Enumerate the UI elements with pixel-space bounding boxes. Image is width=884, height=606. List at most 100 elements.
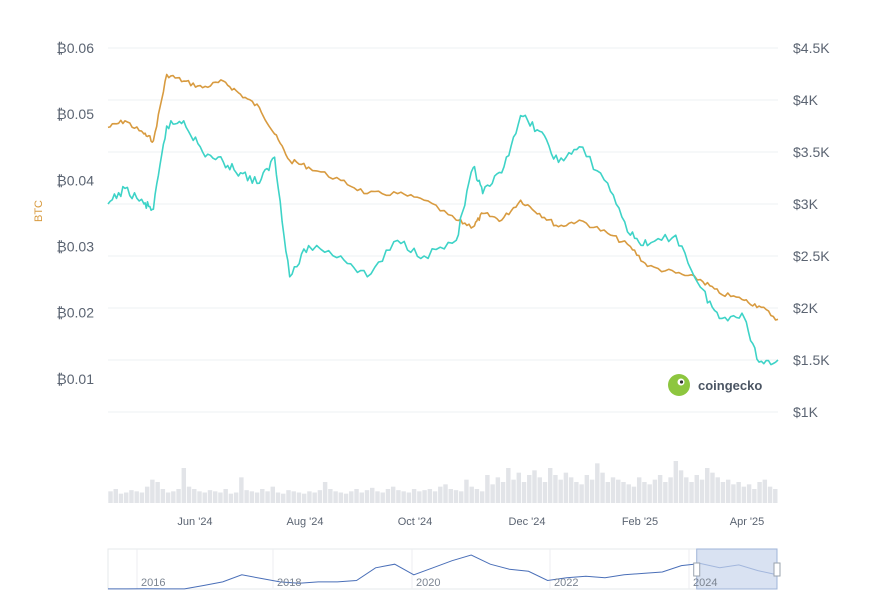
volume-bar bbox=[485, 475, 490, 503]
volume-bar bbox=[684, 477, 689, 503]
volume-bar bbox=[689, 482, 694, 503]
volume-bar bbox=[380, 492, 385, 503]
series-layer bbox=[107, 73, 779, 366]
volume-bar bbox=[762, 479, 768, 503]
brand-watermark: coingecko bbox=[668, 374, 762, 396]
right-axis-tick-label: $2.5K bbox=[793, 248, 830, 264]
volume-bar bbox=[568, 477, 574, 503]
right-axis-tick-label: $3K bbox=[793, 196, 819, 212]
volume-bar bbox=[427, 489, 433, 503]
volume-bar bbox=[736, 482, 741, 503]
navigator-year-label: 2024 bbox=[693, 577, 717, 589]
right-axis-tick-label: $2K bbox=[793, 300, 819, 316]
volume-bar bbox=[192, 489, 197, 503]
navigator[interactable]: 2016 2018 2020 2022 2024 bbox=[107, 548, 781, 590]
volume-bar bbox=[301, 493, 307, 503]
volume-bar bbox=[474, 489, 480, 503]
volume-bar bbox=[610, 477, 616, 503]
volume-bar bbox=[511, 479, 516, 503]
volume-bar bbox=[312, 492, 317, 503]
volume-bar bbox=[349, 491, 354, 503]
volume-bar bbox=[537, 477, 542, 503]
volume-bar bbox=[741, 486, 747, 503]
volume-bar bbox=[207, 490, 213, 503]
volume-bar bbox=[678, 470, 684, 503]
volume-bar bbox=[773, 489, 778, 503]
volume-bar bbox=[307, 491, 312, 503]
volume-bar bbox=[479, 491, 485, 503]
x-axis-ticks: Jun '24 Aug '24 Oct '24 Dec '24 Feb '25 Apr '… bbox=[177, 516, 764, 528]
volume-bar bbox=[197, 491, 202, 503]
volume-bar bbox=[642, 482, 647, 503]
volume-bar bbox=[155, 482, 160, 503]
volume-bar bbox=[657, 475, 663, 503]
volume-bar bbox=[621, 482, 626, 503]
navigator-handle-right[interactable] bbox=[773, 562, 781, 577]
volume-bar bbox=[296, 492, 302, 503]
left-axis-title: BTC bbox=[33, 200, 45, 222]
x-axis-tick-label: Oct '24 bbox=[398, 516, 433, 528]
volume-bar bbox=[495, 477, 501, 503]
volume-bar bbox=[448, 489, 453, 503]
volume-bar bbox=[558, 479, 563, 503]
volume-bar bbox=[600, 472, 605, 503]
volume-bar bbox=[223, 489, 228, 503]
volume-bar bbox=[176, 489, 181, 503]
volume-bar bbox=[118, 493, 124, 503]
volume-bar bbox=[746, 484, 752, 503]
volume-bar bbox=[390, 486, 396, 503]
volume-bar bbox=[338, 492, 344, 503]
volume-bar bbox=[720, 482, 726, 503]
x-axis-tick-label: Jun '24 bbox=[177, 516, 212, 528]
volume-bar bbox=[375, 491, 380, 503]
volume-bar bbox=[725, 479, 731, 503]
volume-bar bbox=[165, 492, 171, 503]
volume-bar bbox=[668, 477, 673, 503]
volume-bar bbox=[453, 490, 459, 503]
left-axis-tick-label: ₿0.05 bbox=[56, 106, 94, 122]
volume-bar bbox=[108, 491, 113, 503]
btc-price-line bbox=[107, 73, 779, 321]
volume-bar bbox=[584, 475, 590, 503]
volume-bar bbox=[270, 486, 275, 503]
volume-bar bbox=[443, 484, 448, 503]
volume-bar bbox=[422, 490, 427, 503]
brand-name: coingecko bbox=[698, 378, 762, 393]
right-axis-tick-label: $1K bbox=[793, 404, 819, 420]
coingecko-logo-icon bbox=[668, 374, 690, 396]
volume-bar bbox=[710, 472, 715, 503]
coingecko-logo-pupil-icon bbox=[679, 380, 684, 384]
volume-bar bbox=[469, 486, 474, 503]
volume-bar bbox=[275, 492, 281, 503]
left-axis-ticks: ₿0.06 ₿0.05 ₿0.04 ₿0.03 ₿0.02 ₿0.01 bbox=[56, 40, 94, 387]
volume-bar bbox=[181, 468, 187, 503]
volume-bar bbox=[401, 491, 406, 503]
navigator-frame bbox=[107, 548, 778, 590]
volume-bar bbox=[595, 463, 600, 503]
volume-bar bbox=[673, 461, 679, 503]
volume-bar bbox=[171, 491, 176, 503]
navigator-line bbox=[108, 554, 778, 590]
volume-bar bbox=[411, 489, 417, 503]
volume-bar bbox=[579, 484, 584, 503]
navigator-handle-left[interactable] bbox=[693, 562, 701, 577]
volume-bar bbox=[767, 486, 773, 503]
volume-bar bbox=[343, 493, 349, 503]
volume-bar bbox=[385, 489, 391, 503]
volume-bar bbox=[757, 482, 762, 503]
volume-bar bbox=[459, 491, 464, 503]
volume-bar bbox=[647, 484, 652, 503]
volume-bar bbox=[291, 491, 296, 503]
volume-bar bbox=[500, 482, 506, 503]
volume-bar bbox=[228, 493, 234, 503]
grid-lines bbox=[108, 47, 778, 413]
volume-bar bbox=[438, 486, 443, 503]
volume-bar bbox=[244, 490, 249, 503]
volume-bar bbox=[281, 493, 286, 503]
volume-bar bbox=[752, 489, 757, 503]
volume-bar bbox=[715, 477, 720, 503]
right-axis-tick-label: $3.5K bbox=[793, 144, 830, 160]
volume-bar bbox=[636, 477, 642, 503]
volume-bar bbox=[542, 482, 548, 503]
